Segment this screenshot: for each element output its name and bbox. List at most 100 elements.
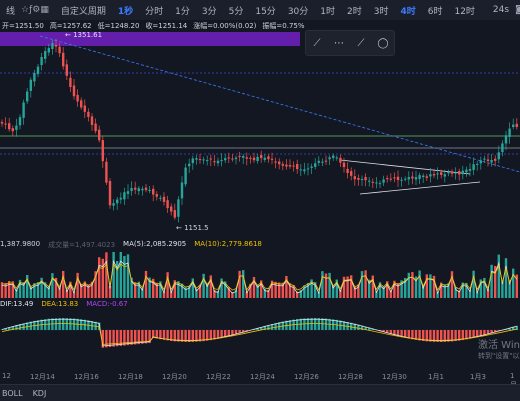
period-3m[interactable]: 3分 [196, 4, 223, 17]
macd-chart [0, 308, 520, 370]
volume-bar [112, 252, 114, 298]
candle-body [472, 164, 474, 170]
candle-body [195, 158, 197, 159]
period-3h[interactable]: 3时 [368, 4, 395, 17]
volume-bar [426, 274, 428, 298]
ma5-value: MA(5):2,085.2905 [123, 240, 186, 250]
trendline-down [40, 36, 520, 172]
candle-body [8, 123, 10, 129]
candle-body [361, 179, 363, 180]
settings-icon[interactable]: ⚙ [32, 5, 40, 15]
candle-body [354, 176, 356, 179]
candle-body [231, 159, 233, 160]
volume-bar [512, 269, 514, 298]
open-value: 开=1251.50 [2, 21, 44, 31]
volume-bar [123, 256, 125, 298]
volume-legend: 1,387.9800 成交量=1,497.4023 MA(5):2,085.29… [0, 240, 262, 250]
volume-bar [1, 282, 3, 298]
candle-body [80, 100, 82, 107]
kline-chart[interactable]: ← 1151.5 [0, 32, 520, 240]
period-15m[interactable]: 15分 [249, 4, 281, 17]
xaxis-tick: 12 [2, 372, 11, 380]
macd-bar [105, 330, 107, 347]
period-1s[interactable]: 1秒 [112, 4, 139, 17]
candle-body [188, 164, 190, 166]
candle-body [444, 174, 446, 176]
volume-value: 1,387.9800 [0, 240, 40, 250]
camera-icon[interactable]: ◙ [515, 5, 520, 15]
candle-body [37, 67, 39, 75]
period-timeshare[interactable]: 分时 [139, 4, 169, 17]
candle-body [105, 162, 107, 183]
volume-ma5-line [2, 261, 517, 293]
candle-body [382, 180, 384, 183]
candle-body [480, 160, 482, 163]
candle-body [228, 157, 230, 158]
star-icon[interactable]: ☆ [21, 5, 29, 15]
volume-bar [321, 271, 323, 298]
volume-bar [408, 273, 410, 298]
candle-body [192, 158, 194, 163]
volume-bar [429, 274, 431, 298]
candle-body [55, 45, 57, 47]
toolbar-partial-left[interactable]: 线 [0, 4, 21, 17]
period-24s[interactable]: 24s [487, 5, 515, 15]
candle-body [411, 177, 413, 179]
custom-period-dropdown[interactable]: 自定义周期 [55, 4, 112, 17]
triangle-lower [360, 182, 480, 194]
candle-body [102, 140, 104, 161]
volume-bars [1, 252, 518, 298]
xaxis-tick: 12月26 [294, 372, 319, 382]
candle-body [318, 161, 320, 163]
xaxis-tick: 12月28 [338, 372, 363, 382]
candle-body [134, 188, 136, 190]
period-4h[interactable]: 4时 [394, 4, 421, 17]
indicator-boll[interactable]: BOLL [2, 389, 23, 398]
candle-body [84, 106, 86, 112]
candle-body [94, 124, 96, 132]
candle-body [494, 159, 496, 161]
candle-body [253, 158, 255, 160]
dif-value: DIF:13.49 [0, 300, 33, 308]
candle-body [429, 174, 431, 176]
candle-body [307, 168, 309, 169]
candle-body [397, 177, 399, 180]
close-value: 收=1251.14 [145, 21, 187, 31]
layout-icon[interactable]: ▦ [40, 5, 49, 15]
candle-body [26, 92, 28, 102]
candle-body [386, 178, 388, 179]
period-30m[interactable]: 30分 [282, 4, 314, 17]
volume-bar [505, 258, 507, 298]
change-value: 涨幅=0.00%(0.02) [193, 21, 256, 31]
candle-body [145, 188, 147, 190]
candle-body [343, 163, 345, 167]
period-2h[interactable]: 2时 [341, 4, 368, 17]
candle-body [174, 210, 176, 218]
candle-body [33, 73, 35, 81]
candle-body [418, 175, 420, 179]
volume-bar [51, 273, 53, 298]
candle-body [73, 86, 75, 97]
indicator-kdj[interactable]: KDJ [33, 389, 47, 398]
xaxis-tick: 1月1 [428, 372, 444, 382]
period-6h[interactable]: 6时 [422, 4, 449, 17]
amplitude-value: 振幅=0.75% [262, 21, 304, 31]
candle-body [156, 194, 158, 197]
period-toolbar: 线 ☆ ƒ ⚙ ▦ 自定义周期 1秒 分时 1分 3分 5分 15分 30分 1… [0, 0, 520, 21]
xaxis-tick: 12月16 [74, 372, 99, 382]
candle-body [148, 190, 150, 191]
period-1h[interactable]: 1时 [314, 4, 341, 17]
volume-bar [242, 270, 244, 298]
candle-body [109, 181, 111, 205]
xaxis-tick: 12月30 [382, 372, 407, 382]
candle-body [112, 203, 114, 206]
candle-body [516, 124, 518, 127]
candle-body [296, 164, 298, 169]
candle-body [256, 157, 258, 161]
indicator-bar: BOLL KDJ [0, 384, 520, 401]
period-5m[interactable]: 5分 [223, 4, 250, 17]
period-1m[interactable]: 1分 [169, 4, 196, 17]
period-12h[interactable]: 12时 [448, 4, 480, 17]
candle-body [274, 161, 276, 162]
candle-body [451, 171, 453, 173]
